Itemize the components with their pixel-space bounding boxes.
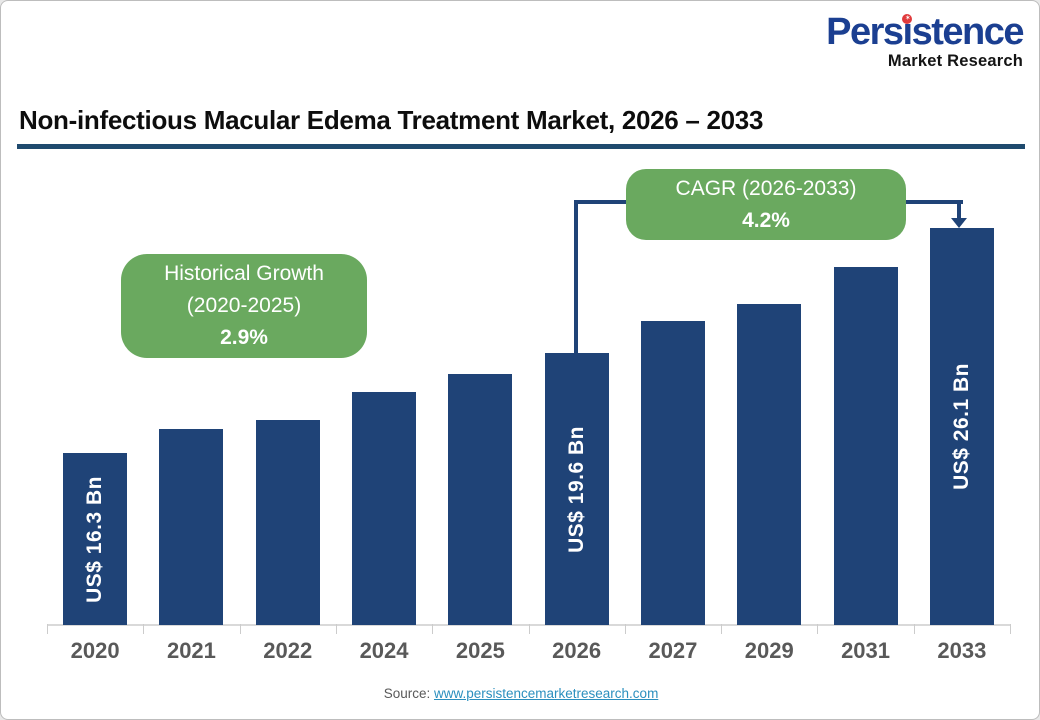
bar-value-label-2026: US$ 19.6 Bn — [564, 425, 588, 553]
year-label-2033: 2033 — [937, 638, 987, 663]
year-label-2026: 2026 — [552, 638, 602, 663]
source-link[interactable]: www.persistencemarketresearch.com — [433, 686, 659, 701]
axis-tick — [143, 624, 145, 634]
bar-2022 — [255, 420, 320, 625]
historical-growth-value: 2.9% — [220, 325, 268, 349]
axis-tick — [335, 624, 337, 634]
bar-2026: US$ 19.6 Bn — [544, 353, 609, 625]
bar-2029 — [737, 304, 802, 625]
year-label-2029: 2029 — [744, 638, 794, 663]
year-label-2031: 2031 — [841, 638, 891, 663]
axis-tick — [528, 624, 530, 634]
year-label-2027: 2027 — [648, 638, 698, 663]
year-label-2025: 2025 — [455, 638, 505, 663]
axis-tick — [1010, 624, 1011, 634]
bar-2020: US$ 16.3 Bn — [63, 453, 128, 625]
historical-growth-line2: (2020-2025) — [186, 294, 302, 318]
historical-growth-line1: Historical Growth — [164, 262, 324, 286]
brand-logo: Persı ✶ stence Market Research — [826, 11, 1025, 70]
cagr-callout: CAGR (2026-2033) 4.2% — [626, 169, 906, 240]
axis-tick — [624, 624, 626, 634]
bar-2033: US$ 26.1 Bn — [929, 228, 994, 625]
axis-tick — [817, 624, 819, 634]
brand-name-prefix: Pers — [826, 11, 904, 53]
bar-2027 — [640, 321, 705, 625]
year-label-2022: 2022 — [263, 638, 313, 663]
cagr-connector-left-segment — [574, 200, 578, 353]
cagr-connector-right-segment — [957, 200, 961, 219]
year-label-2020: 2020 — [70, 638, 120, 663]
brand-red-dot-icon: ✶ — [902, 14, 913, 24]
cagr-arrowhead-icon — [951, 218, 967, 228]
bar-2025 — [448, 374, 513, 625]
axis-tick — [721, 624, 723, 634]
source-prefix: Source: — [383, 686, 431, 701]
cagr-value: 4.2% — [742, 208, 790, 232]
title-underline — [17, 144, 1025, 149]
brand-name-suffix: stence — [911, 11, 1025, 53]
bar-2021 — [159, 429, 224, 625]
brand-subtitle: Market Research — [887, 52, 1023, 70]
cagr-line1: CAGR (2026-2033) — [675, 177, 857, 200]
axis-tick — [432, 624, 434, 634]
bar-value-label-2033: US$ 26.1 Bn — [949, 363, 973, 490]
year-label-2021: 2021 — [166, 638, 216, 663]
page-title: Non-infectious Macular Edema Treatment M… — [19, 105, 764, 135]
year-label-2024: 2024 — [359, 638, 409, 663]
axis-tick — [239, 624, 241, 634]
source-line: Source: www.persistencemarketresearch.co… — [1, 686, 1039, 701]
axis-tick — [913, 624, 915, 634]
bar-2031 — [833, 267, 898, 625]
axis-tick — [47, 624, 48, 634]
bar-2024 — [352, 392, 417, 625]
historical-growth-callout: Historical Growth (2020-2025) 2.9% — [121, 254, 367, 358]
bar-value-label-2020: US$ 16.3 Bn — [83, 475, 107, 603]
brand-name: Persı ✶ stence — [826, 11, 1025, 53]
brand-letter-i: ı ✶ — [902, 11, 913, 53]
